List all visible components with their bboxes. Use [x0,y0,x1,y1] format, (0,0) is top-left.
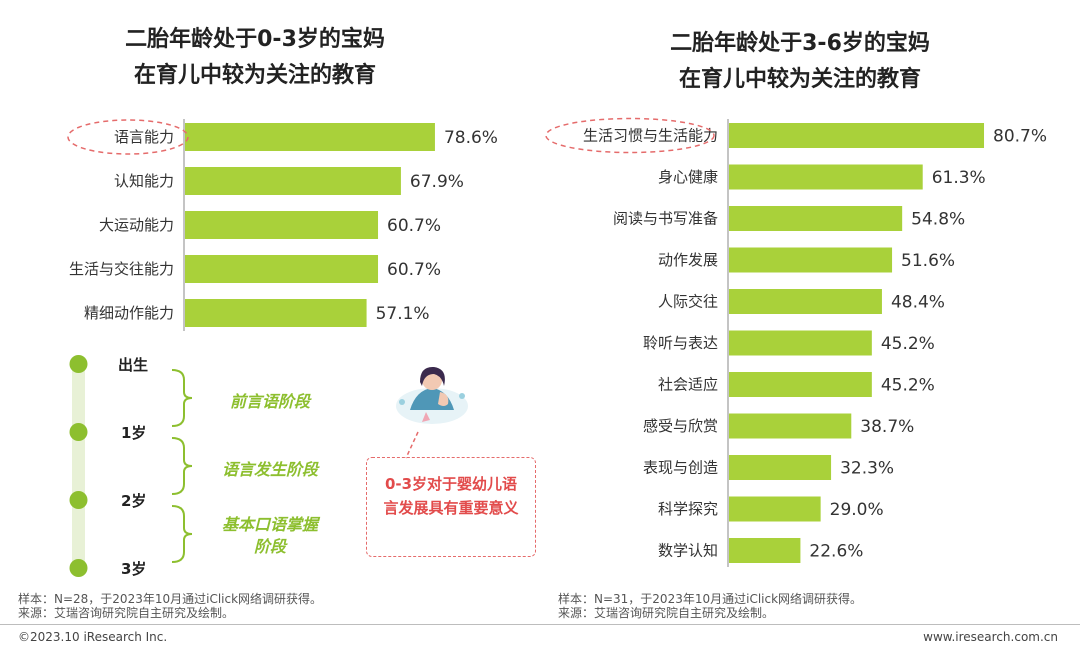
value-label-1: 67.9% [410,172,464,192]
bar-6 [729,372,872,397]
value-label-3: 51.6% [901,251,955,271]
right-chart-title-line-2: 在育儿中较为关注的教育 [678,67,921,92]
value-label-0: 80.7% [993,127,1047,147]
value-label-0: 78.6% [444,128,498,148]
left-bar-chart: 语言能力 78.6% 认知能力 67.9% 大运动能力 60.7% 生活与交往能力 60.7%… [67,119,498,331]
highlight-ellipse [67,119,189,155]
timeline-dot-1 [69,423,88,441]
bar-7 [729,413,852,439]
bar-4 [729,289,882,314]
stage-basic-oral-mastery: 基本口语掌握 阶段 [205,514,335,558]
category-label-8: 表现与创造 [643,459,718,477]
bar-9 [729,496,821,522]
bar-1 [729,164,923,190]
footer-divider [0,624,1080,625]
stage-pre-speech: 前言语阶段 [229,392,310,411]
category-label-4: 人际交往 [658,293,718,311]
bar-10 [729,538,801,563]
bar-3 [729,247,893,273]
stage-basic-oral-mastery-line-2: 阶段 [253,537,286,556]
value-label-2: 60.7% [387,216,441,236]
category-label-2: 大运动能力 [99,216,174,234]
mother-with-baby-illustration [396,366,468,424]
category-label-0: 语言能力 [114,128,174,146]
highlight-ellipse [545,117,715,154]
callout-line-1: 0-3岁对于婴幼儿语 [384,475,518,493]
right-sample-note: 样本：N=31，于2023年10月通过iClick网络调研获得。 [558,592,863,606]
category-label-0: 生活习惯与生活能力 [583,127,718,145]
category-label-1: 认知能力 [114,172,174,190]
age-label-2: 2岁 [121,492,147,510]
age-label-3: 3岁 [121,560,147,578]
category-label-3: 动作发展 [658,251,718,269]
brace-stage-2 [171,437,193,495]
left-sample-note: 样本：N=28，于2023年10月通过iClick网络调研获得。 [18,592,323,606]
value-label-1: 61.3% [932,168,986,188]
value-label-5: 45.2% [881,334,935,354]
bar-4 [185,299,367,327]
bar-0 [185,123,435,151]
value-label-2: 54.8% [911,210,965,230]
right-chart-title: 二胎年龄处于3-6岁的宝妈 在育儿中较为关注的教育 [635,26,965,98]
value-label-7: 38.7% [860,417,914,437]
timeline-track [72,364,85,572]
bar-8 [729,455,832,480]
bar-5 [729,330,872,356]
brace-stage-1 [171,369,193,427]
value-label-8: 32.3% [840,459,894,479]
category-label-4: 精细动作能力 [84,304,174,322]
right-chart-title-line-1: 二胎年龄处于3-6岁的宝妈 [670,31,930,56]
stage-basic-oral-mastery-line-1: 基本口语掌握 [221,515,318,534]
age-label-1: 1岁 [121,424,147,442]
value-label-6: 45.2% [881,376,935,396]
left-chart-title-line-2: 在育儿中较为关注的教育 [133,63,376,88]
category-label-5: 聆听与表达 [643,334,718,352]
category-label-6: 社会适应 [658,376,718,394]
category-label-3: 生活与交往能力 [69,260,174,278]
left-source-note: 来源：艾瑞咨询研究院自主研究及绘制。 [18,606,235,620]
value-label-4: 57.1% [376,304,430,324]
left-chart-title-line-1: 二胎年龄处于0-3岁的宝妈 [125,27,385,52]
category-label-10: 数学认知 [658,542,718,560]
right-source-note: 来源：艾瑞咨询研究院自主研究及绘制。 [558,606,775,620]
category-label-7: 感受与欣赏 [643,417,718,435]
bar-1 [185,167,401,195]
callout-line-2: 言发展具有重要意义 [383,499,519,517]
category-label-1: 身心健康 [658,168,718,186]
right-bar-chart: 生活习惯与生活能力 80.7% 身心健康 61.3% 阅读与书写准备 54.8% 动作发展 5… [545,117,1047,567]
bar-2 [185,211,379,239]
callout-pointer [405,431,419,459]
language-timeline [69,355,193,577]
value-label-3: 60.7% [387,260,441,280]
value-label-4: 48.4% [891,293,945,313]
callout-box: 0-3岁对于婴幼儿语 言发展具有重要意义 [366,457,536,557]
category-label-9: 科学探究 [658,500,718,518]
value-label-10: 22.6% [809,542,863,562]
stage-speech-emergence: 语言发生阶段 [221,460,318,479]
category-label-2: 阅读与书写准备 [613,210,718,228]
left-chart-title: 二胎年龄处于0-3岁的宝妈 在育儿中较为关注的教育 [90,22,420,94]
bar-3 [185,255,379,283]
value-label-9: 29.0% [830,500,884,520]
footer-copyright: ©2023.10 iResearch Inc. [18,630,168,644]
timeline-dot-3 [69,559,88,577]
bar-0 [729,123,985,148]
timeline-dot-2 [69,491,88,509]
bar-2 [729,206,903,231]
footer-website: www.iresearch.com.cn [923,630,1058,644]
timeline-dot-birth [69,355,88,373]
age-label-birth: 出生 [118,356,149,374]
brace-stage-3 [171,505,193,563]
